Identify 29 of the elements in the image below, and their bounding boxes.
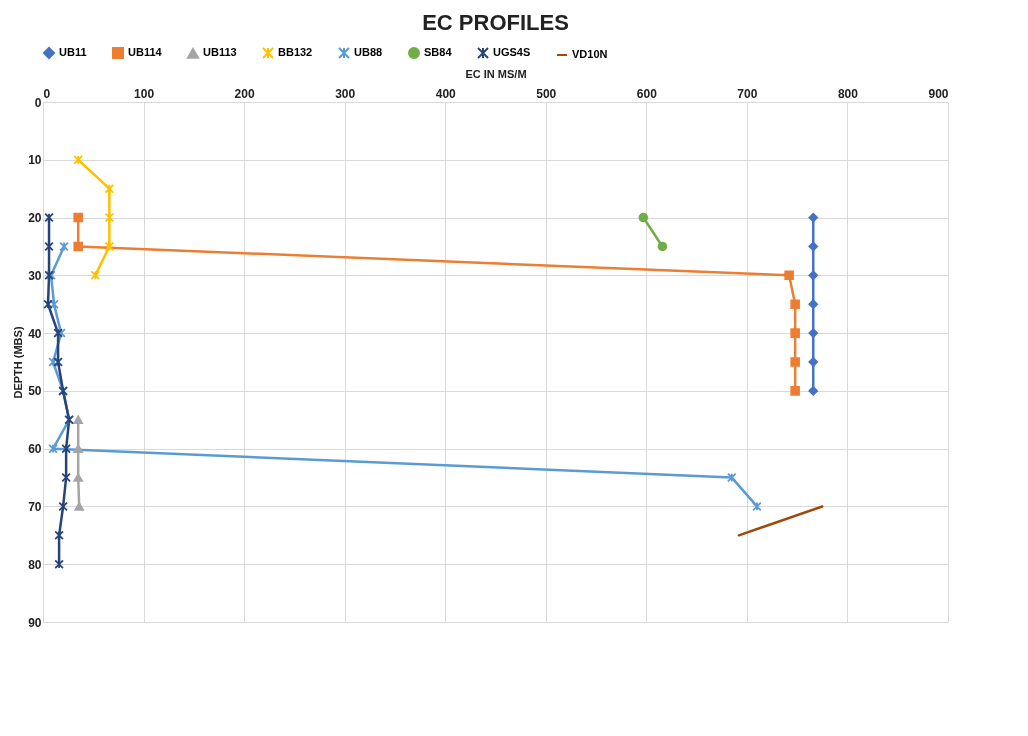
y-tick-label: 60	[28, 442, 42, 457]
x-tick-label: 100	[134, 86, 155, 101]
y-tick-label: 20	[28, 211, 42, 226]
y-tick-label: 40	[28, 326, 42, 341]
x-tick-label: 400	[435, 86, 457, 101]
x-tick-label: 200	[234, 86, 255, 101]
legend-label: UB114	[128, 46, 163, 58]
x-tick-label: 700	[737, 86, 758, 101]
chart-title: EC PROFILES	[422, 10, 569, 35]
legend-label: UB88	[354, 46, 383, 58]
legend-label: UGS4S	[493, 46, 531, 58]
x-tick-label: 900	[928, 86, 949, 101]
x-tick-label: 500	[536, 86, 557, 101]
legend-label: UB113	[203, 46, 237, 59]
y-tick-label: 80	[28, 557, 42, 572]
x-tick-label: 600	[636, 86, 658, 101]
legend-label: VD10N	[572, 48, 608, 60]
y-tick-label: 10	[28, 153, 42, 168]
y-tick-label: 70	[28, 499, 42, 514]
x-tick-label: 300	[335, 86, 356, 101]
y-tick-label: 90	[28, 615, 42, 630]
legend-label: UB11	[59, 46, 87, 58]
legend-label: BB132	[278, 46, 313, 58]
y-tick-label: 50	[28, 384, 42, 399]
y-tick-label: 30	[28, 268, 42, 283]
x-axis-title: EC IN MS/M	[465, 67, 527, 80]
x-tick-label: 800	[837, 86, 859, 101]
legend-label: SB84	[424, 46, 453, 58]
y-axis-title: DEPTH (MBS)	[12, 326, 25, 399]
